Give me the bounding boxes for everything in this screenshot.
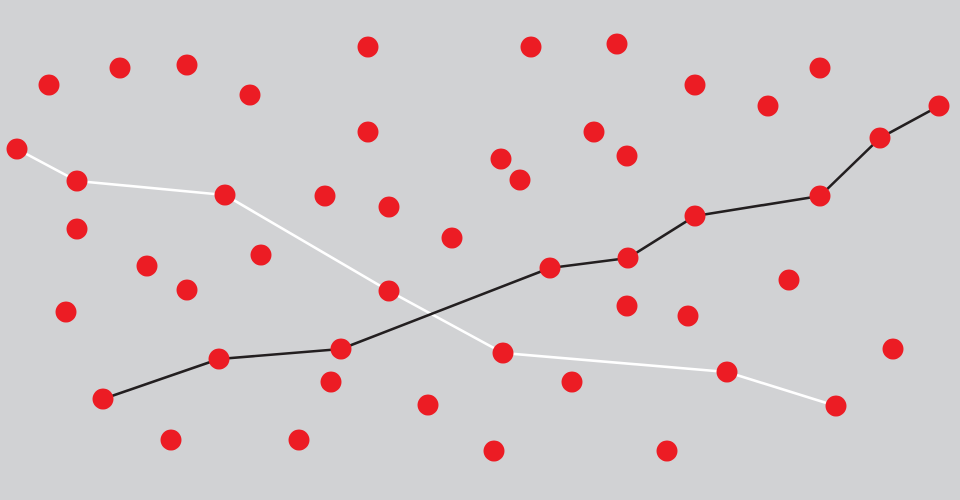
- dots-group: [6, 33, 950, 462]
- dot-35: [616, 295, 638, 317]
- dot-47: [160, 429, 182, 451]
- dot-14: [214, 184, 236, 206]
- dot-10: [809, 57, 831, 79]
- dot-2: [109, 57, 131, 79]
- dot-1: [38, 74, 60, 96]
- dot-28: [441, 227, 463, 249]
- dot-17: [378, 196, 400, 218]
- dot-31: [176, 279, 198, 301]
- dot-43: [561, 371, 583, 393]
- dot-16: [314, 185, 336, 207]
- dot-4: [239, 84, 261, 106]
- dot-6: [520, 36, 542, 58]
- dot-33: [778, 269, 800, 291]
- dot-19: [509, 169, 531, 191]
- dot-21: [616, 145, 638, 167]
- dot-30: [617, 247, 639, 269]
- dot-48: [288, 429, 310, 451]
- dot-27: [250, 244, 272, 266]
- dot-25: [66, 218, 88, 240]
- dot-11: [928, 95, 950, 117]
- dot-38: [208, 348, 230, 370]
- dot-44: [716, 361, 738, 383]
- dot-45: [417, 394, 439, 416]
- dot-32: [378, 280, 400, 302]
- dot-18: [490, 148, 512, 170]
- dot-24: [684, 205, 706, 227]
- dot-36: [677, 305, 699, 327]
- dot-22: [869, 127, 891, 149]
- dot-23: [809, 185, 831, 207]
- dot-9: [757, 95, 779, 117]
- dot-20: [583, 121, 605, 143]
- dot-41: [92, 388, 114, 410]
- dot-15: [357, 121, 379, 143]
- dot-29: [539, 257, 561, 279]
- dot-5: [357, 36, 379, 58]
- dot-34: [55, 301, 77, 323]
- dot-3: [176, 54, 198, 76]
- dot-8: [684, 74, 706, 96]
- dot-39: [492, 342, 514, 364]
- dot-12: [6, 138, 28, 160]
- dot-46: [825, 395, 847, 417]
- dot-42: [320, 371, 342, 393]
- dot-26: [136, 255, 158, 277]
- dot-49: [483, 440, 505, 462]
- dot-40: [882, 338, 904, 360]
- dot-37: [330, 338, 352, 360]
- dot-7: [606, 33, 628, 55]
- dot-13: [66, 170, 88, 192]
- dot-50: [656, 440, 678, 462]
